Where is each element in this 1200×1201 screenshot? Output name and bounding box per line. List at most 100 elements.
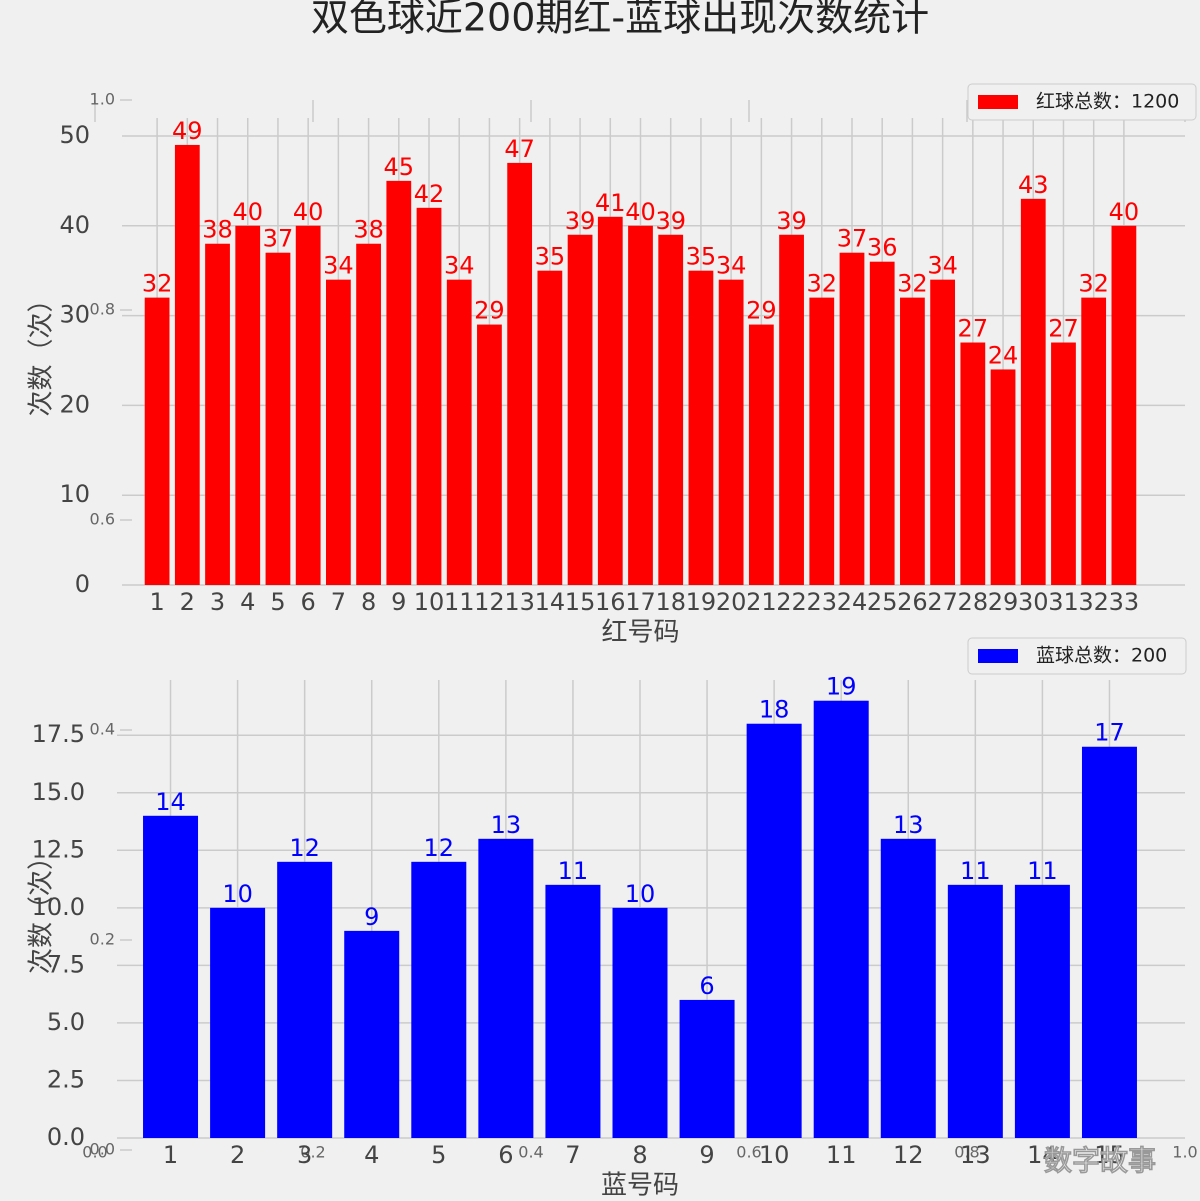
bar <box>567 234 593 585</box>
data-label: 10 <box>625 880 656 908</box>
bar <box>839 252 865 585</box>
bar <box>344 930 400 1138</box>
data-label: 12 <box>424 834 455 862</box>
bar <box>356 243 381 585</box>
x-tick-label: 12 <box>474 588 505 616</box>
bar <box>446 279 472 585</box>
bar <box>277 861 333 1138</box>
bar <box>507 162 533 585</box>
bar <box>1020 198 1046 586</box>
bar <box>612 907 668 1138</box>
x-tick-label: 28 <box>958 588 989 616</box>
data-label: 18 <box>759 696 790 724</box>
bar <box>813 700 869 1138</box>
x-tick-label: 0.4 <box>518 1143 543 1162</box>
x-tick-label: 31 <box>1048 588 1079 616</box>
data-label: 37 <box>837 225 868 253</box>
x-tick-label: 3 <box>210 588 225 616</box>
data-label: 13 <box>893 811 924 839</box>
data-label: 35 <box>535 243 566 271</box>
data-label: 27 <box>1048 315 1079 343</box>
x-tick-label: 6 <box>301 588 316 616</box>
data-label: 32 <box>806 270 837 298</box>
data-label: 43 <box>1018 171 1049 199</box>
x-tick-label: 23 <box>806 588 837 616</box>
y-tick-label: 0.0 <box>47 1123 85 1151</box>
data-label: 39 <box>776 207 807 235</box>
data-label: 29 <box>474 297 505 325</box>
legend-label: 蓝球总数：200 <box>1036 645 1167 667</box>
data-label: 38 <box>202 216 233 244</box>
bar <box>1014 884 1070 1138</box>
data-label: 39 <box>565 207 596 235</box>
x-tick-label: 10 <box>759 1141 790 1169</box>
bar <box>545 884 601 1138</box>
x-tick-label: 8 <box>361 588 376 616</box>
bar <box>1081 746 1137 1138</box>
data-label: 38 <box>353 216 384 244</box>
bar <box>537 270 563 585</box>
bar <box>880 838 936 1138</box>
x-tick-label: 33 <box>1109 588 1140 616</box>
x-tick-label: 9 <box>391 588 406 616</box>
bar <box>386 180 412 585</box>
bar <box>809 297 835 585</box>
x-tick-label: 9 <box>699 1141 714 1169</box>
data-label: 41 <box>595 189 626 217</box>
y-tick-label: 50 <box>59 121 90 149</box>
figure-title: 双色球近200期红-蓝球出现次数统计 <box>311 0 929 40</box>
bar <box>930 279 956 585</box>
data-label: 34 <box>716 252 747 280</box>
data-label: 47 <box>504 135 535 163</box>
x-tick-label: 24 <box>837 588 868 616</box>
bar <box>1111 225 1137 585</box>
y-tick-label: 5.0 <box>47 1008 85 1036</box>
x-tick-label: 16 <box>595 588 626 616</box>
x-tick-label: 11 <box>444 588 475 616</box>
legend-swatch <box>978 95 1018 109</box>
x-tick-label: 14 <box>535 588 566 616</box>
bar <box>416 207 442 586</box>
y-axis-label: 次数（次） <box>27 286 57 416</box>
y-axis-label: 次数（次） <box>27 844 57 974</box>
y-tick-label: 0.2 <box>90 930 115 949</box>
x-tick-label: 19 <box>686 588 717 616</box>
x-tick-label: 14 <box>1027 1141 1058 1169</box>
x-tick-label: 20 <box>716 588 747 616</box>
x-tick-label: 8 <box>632 1141 647 1169</box>
bar <box>1051 342 1076 585</box>
y-tick-label: 2.5 <box>47 1065 85 1093</box>
legend-label: 红球总数：1200 <box>1036 91 1179 113</box>
data-label: 40 <box>293 198 324 226</box>
bar <box>869 261 895 585</box>
bar <box>679 999 735 1138</box>
x-tick-label: 1.0 <box>1172 1143 1197 1162</box>
bar <box>779 234 804 585</box>
y-tick-label: 40 <box>59 211 90 239</box>
x-tick-label: 5 <box>270 588 285 616</box>
data-label: 12 <box>289 834 320 862</box>
x-tick-label: 1 <box>163 1141 178 1169</box>
data-label: 6 <box>699 972 714 1000</box>
data-label: 14 <box>155 788 186 816</box>
y-tick-label: 0.8 <box>90 300 115 319</box>
x-tick-label: 11 <box>826 1141 857 1169</box>
bar <box>748 324 774 585</box>
x-tick-label: 17 <box>625 588 656 616</box>
data-label: 9 <box>364 903 379 931</box>
y-tick-label: 17.5 <box>32 720 85 748</box>
x-tick-label: 18 <box>655 588 686 616</box>
bar <box>478 838 534 1138</box>
bar <box>235 225 261 585</box>
data-label: 29 <box>746 297 777 325</box>
bar <box>265 252 291 585</box>
x-tick-label: 2 <box>180 588 195 616</box>
x-tick-label: 26 <box>897 588 928 616</box>
y-tick-label: 0.6 <box>90 510 115 529</box>
x-axis-label: 红号码 <box>601 618 679 648</box>
bar <box>628 225 653 585</box>
x-tick-label: 15 <box>1094 1141 1125 1169</box>
data-label: 11 <box>1027 857 1058 885</box>
bar <box>688 270 714 585</box>
data-label: 32 <box>142 270 173 298</box>
